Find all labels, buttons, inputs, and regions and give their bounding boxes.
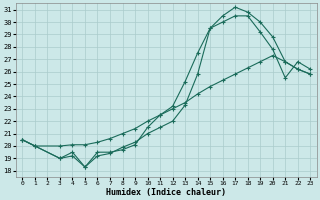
X-axis label: Humidex (Indice chaleur): Humidex (Indice chaleur) <box>106 188 226 197</box>
